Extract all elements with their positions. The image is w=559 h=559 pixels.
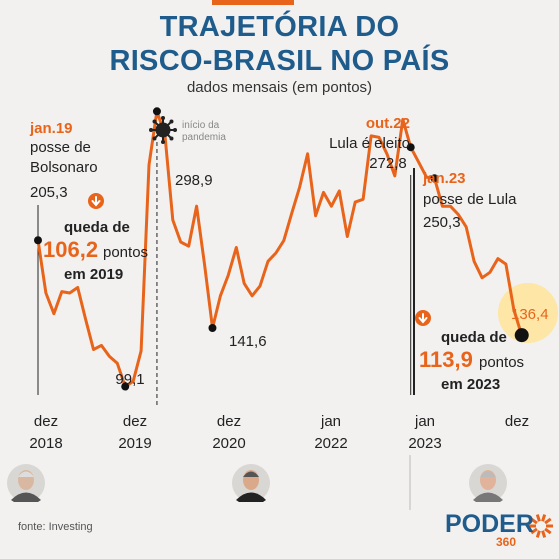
avatar-bolsonaro (232, 464, 270, 502)
data-point-5 (430, 174, 439, 183)
annotation-1-unit: pontos (479, 354, 524, 371)
logo-ray-1 (544, 527, 552, 535)
x-tick-0-line2: 2018 (29, 435, 62, 452)
avatar-bolsonaro-suit (236, 492, 266, 502)
x-tick-2-line1: dez (217, 413, 241, 430)
x-tick-3-line2: 2022 (314, 435, 347, 452)
annotation-1-value: 113,9 (419, 347, 473, 372)
down-arrow-icon-2023 (415, 310, 431, 326)
avatar-bolsonaro-hair (243, 471, 259, 477)
event-text-pandemia-2: pandemia (182, 132, 226, 143)
data-label-4: 272,8 (369, 155, 407, 172)
x-tick-1-line2: 2019 (118, 435, 151, 452)
avatar-lula-suit (473, 492, 503, 502)
data-label-6: 136,4 (511, 306, 549, 323)
event-text-bolsonaro-2: Bolsonaro (30, 159, 98, 176)
poder360-logo-icon (529, 514, 553, 538)
x-tick-2-line2: 2020 (212, 435, 245, 452)
virus-spike-tip-7 (169, 119, 174, 124)
event-text-bolsonaro-1: posse de (30, 139, 91, 156)
annotation-0-unit: pontos (103, 244, 148, 261)
data-point-4 (406, 143, 415, 152)
chart-title-line-2: RISCO-BRASIL NO PAÍS (109, 45, 450, 77)
logo-ray-3 (535, 530, 541, 538)
x-tick-1-line1: dez (123, 413, 147, 430)
x-tick-4-line1: jan (414, 413, 435, 430)
logo-ray-6 (530, 517, 538, 525)
series-line (36, 109, 524, 389)
virus-body (155, 122, 171, 138)
data-label-0: 205,3 (30, 184, 68, 201)
down-arrow-icon-2019-glyph (91, 196, 101, 207)
data-label-2: 298,9 (175, 172, 213, 189)
data-label-1: 99,1 (115, 371, 144, 388)
data-point-3 (208, 324, 217, 332)
logo-ray-7 (535, 514, 541, 522)
data-point-2 (152, 107, 161, 116)
data-label-5: 250,3 (423, 214, 461, 231)
data-point-1 (121, 382, 130, 391)
source-note: fonte: Investing (18, 521, 93, 533)
x-tick-3-line1: jan (320, 413, 341, 430)
avatar-lula (469, 464, 507, 502)
accent-bar (212, 0, 294, 5)
data-point-0 (34, 236, 42, 245)
event-date-posse-lula: jan.23 (422, 170, 466, 187)
virus-spike-tip-5 (152, 119, 157, 124)
avatar-temer-suit (11, 492, 41, 502)
virus-spike-tip-6 (161, 116, 165, 120)
x-tick-5-line1: dez (505, 413, 529, 430)
event-date-bolsonaro: jan.19 (29, 120, 73, 137)
event-text-pandemia-1: início da (182, 120, 220, 131)
x-tick-0-line1: dez (34, 413, 58, 430)
logo-ray-2 (541, 530, 547, 538)
virus-spike-tip-1 (169, 136, 174, 141)
data-point-6 (514, 328, 529, 343)
virus-spike-tip-3 (152, 136, 157, 141)
annotation-0-line3: em 2019 (64, 266, 123, 283)
down-arrow-icon-2019 (88, 193, 104, 209)
virus-spike-tip-2 (161, 140, 165, 144)
chart-subtitle: dados mensais (em pontos) (186, 79, 373, 96)
brand-logo: PODER (445, 510, 534, 538)
x-tick-4-line2: 2023 (408, 435, 441, 452)
virus-spike-tip-0 (173, 128, 177, 132)
annotation-1-line3: em 2023 (441, 376, 500, 393)
data-label-3: 141,6 (229, 333, 267, 350)
avatar-temer-hair (18, 471, 34, 477)
annotation-0-line1: queda de (64, 219, 130, 236)
logo-ray-4 (530, 527, 538, 535)
event-text-lula-eleito: Lula é eleito (329, 135, 410, 152)
avatar-lula-hair (480, 471, 496, 477)
brand-logo-sub: 360 (496, 535, 517, 549)
logo-ray-8 (541, 514, 547, 522)
annotation-0-value: 106,2 (43, 237, 98, 262)
virus-spike-tip-4 (149, 128, 153, 132)
event-date-lula-eleito: out.22 (366, 115, 410, 132)
event-text-posse-lula: posse de Lula (423, 191, 517, 208)
down-arrow-icon-2023-glyph (418, 313, 428, 324)
logo-ray-9 (544, 517, 552, 525)
annotation-1-line1: queda de (441, 329, 507, 346)
chart-title-line-1: TRAJETÓRIA DO (159, 11, 400, 43)
avatar-temer (7, 464, 45, 502)
virus-icon (149, 116, 177, 144)
